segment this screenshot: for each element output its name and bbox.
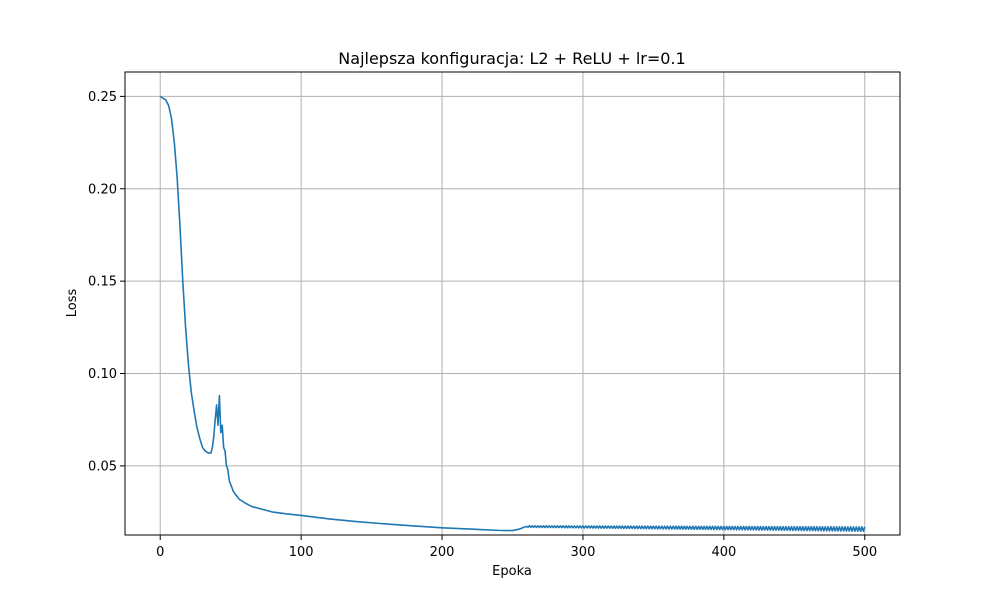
series-layer bbox=[159, 95, 866, 533]
x-axis-label: Epoka bbox=[492, 564, 532, 579]
y-tick-label: 0.05 bbox=[88, 459, 117, 474]
x-tick-label: 300 bbox=[571, 545, 596, 560]
loss-series-line bbox=[159, 95, 866, 533]
chart-title: Najlepsza konfiguracja: L2 + ReLU + lr=0… bbox=[338, 49, 685, 68]
grid-lines bbox=[125, 72, 900, 535]
y-tick-label: 0.20 bbox=[88, 182, 117, 197]
y-tick-label: 0.15 bbox=[88, 275, 117, 290]
y-axis-label: Loss bbox=[65, 289, 80, 318]
x-tick-label: 400 bbox=[711, 545, 736, 560]
x-tick-label: 500 bbox=[852, 545, 877, 560]
plot-area-frame bbox=[124, 71, 901, 536]
x-tick-label: 0 bbox=[156, 545, 164, 560]
tick-layer: 0 100 200 300 400 500 0.05 0.10 0.15 0.20 0.25 bbox=[88, 90, 877, 560]
y-tick-label: 0.25 bbox=[88, 90, 117, 105]
x-tick-label: 100 bbox=[289, 545, 314, 560]
x-tick-label: 200 bbox=[430, 545, 455, 560]
y-tick-label: 0.10 bbox=[88, 367, 117, 382]
